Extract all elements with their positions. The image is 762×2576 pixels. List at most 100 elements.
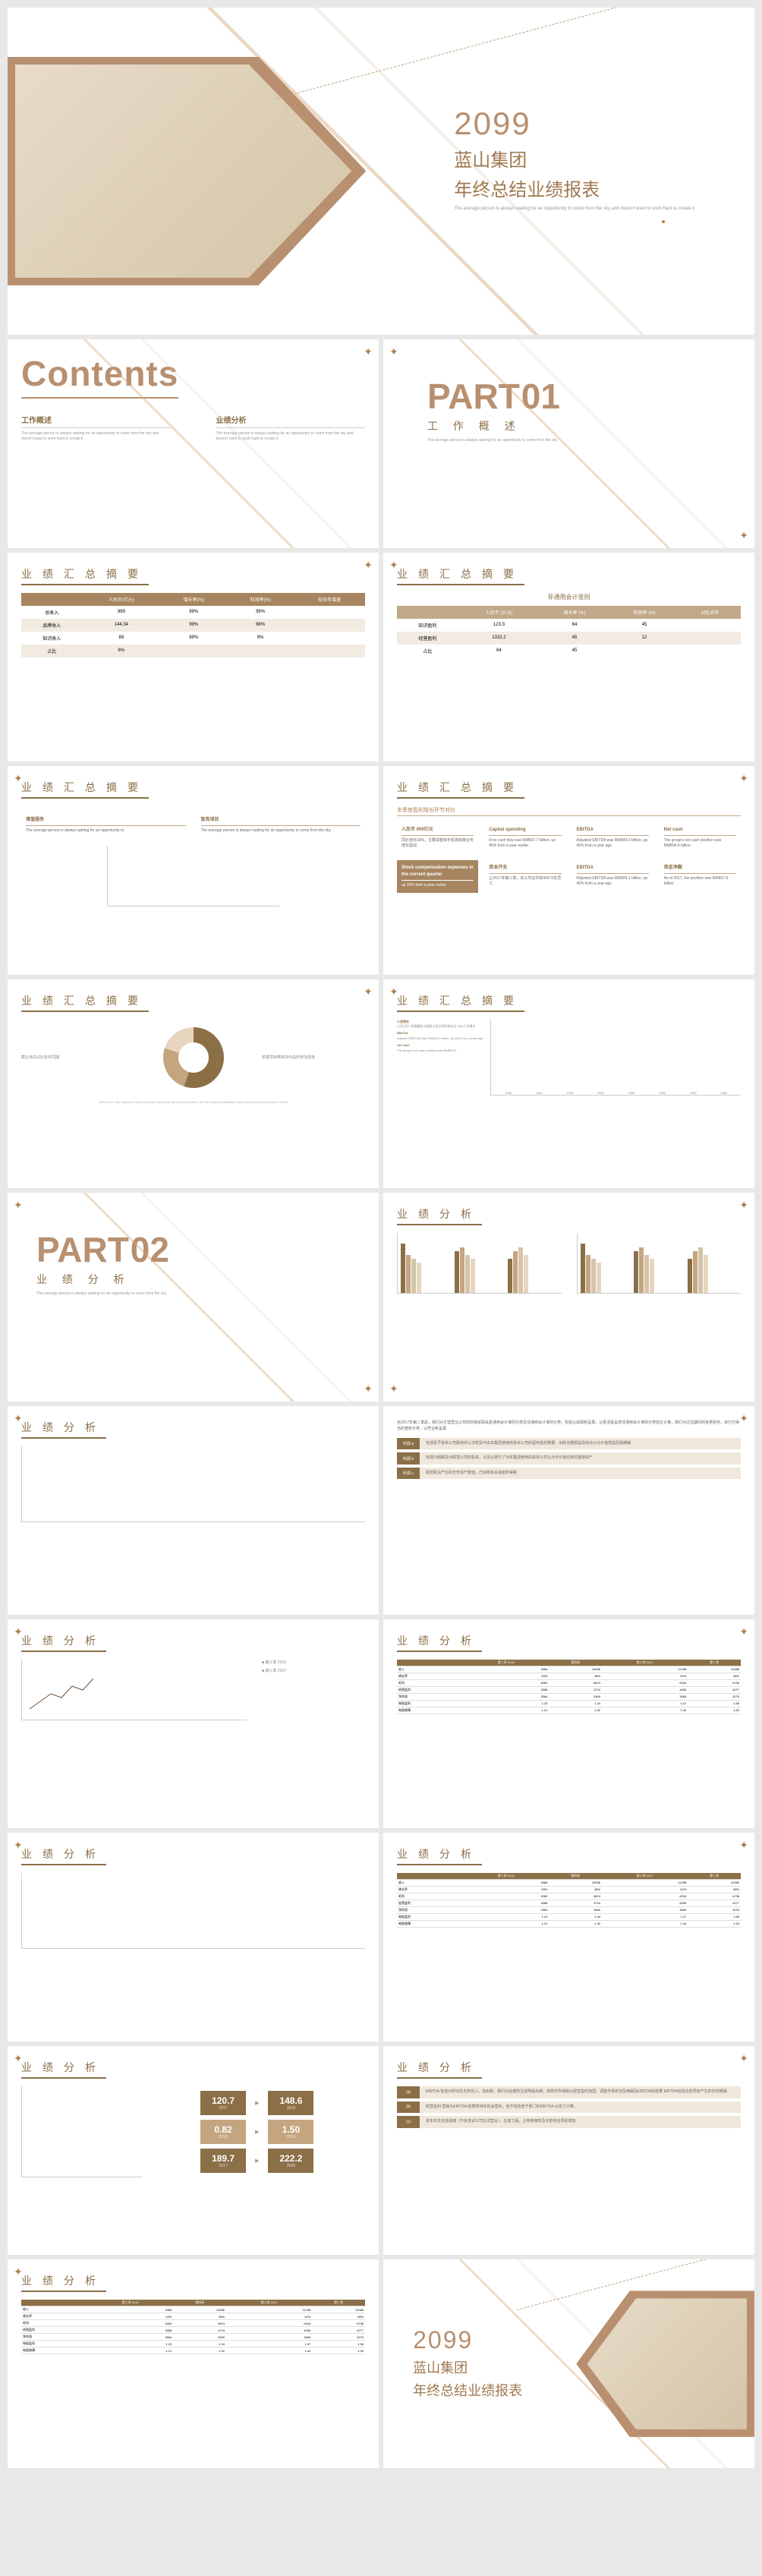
cover-title: 年终总结业绩报表	[454, 175, 694, 201]
slide-analysis-grouped: ✦ ✦ 业绩分析	[383, 1193, 754, 1402]
right-heading: 智库项目	[201, 817, 361, 826]
bar-chart-years: 19361940194519501955196019651980	[490, 1020, 741, 1096]
section-title: 业绩分析	[397, 1633, 482, 1652]
slide-quarter-boxes: ✦ 业绩汇总摘要 本季度盈利增长环节对比 人民币 999亿元同比增长33%，主要…	[383, 766, 754, 975]
star-icon: ✦	[739, 1839, 748, 1852]
slide-fine-table-2: ✦ 业绩分析 第三季 2016第四季第二季 2017第三季收入946810536…	[383, 1833, 754, 2042]
star-icon: ✦	[364, 559, 373, 572]
slide-big-bars: ✦ 业绩汇总摘要 人员增长公司1月人员增幅较大展现工资之间的增长点 15%人员增…	[383, 979, 754, 1188]
contents-heading: Contents	[21, 353, 178, 399]
section-title: 业绩汇总摘要	[397, 780, 524, 799]
part-subtitle: 工 作 概 述	[427, 418, 741, 434]
star-icon: ✦	[739, 1625, 748, 1638]
slide-highlights: ✦ 业绩分析 120.72017▶148.620190.822018▶1.502…	[8, 2046, 379, 2255]
right-desc: The average person is always waiting for…	[201, 828, 361, 834]
section-title: 业绩汇总摘要	[21, 993, 149, 1012]
part-number: 01	[521, 377, 560, 416]
fine-table-2: 第三季 2016第四季第二季 2017第三季收入9468105361129812…	[397, 1873, 741, 1928]
bar-chart-two	[107, 846, 279, 906]
section-title: 业绩汇总摘要	[21, 566, 149, 585]
star-icon: ✦	[739, 1412, 748, 1425]
slide-table-summary-1: ✦ 业绩汇总摘要 人民币(亿元)增长率(%)利润率(%)较去年增速 总收入999…	[8, 553, 379, 761]
slide-notes: ✦ 自2017年第二季起，我们对主营营业公司的财报采取采素通用会计准则分类及非通…	[383, 1406, 754, 1615]
slide-tall-bars: ✦ 业绩分析	[8, 1406, 379, 1615]
fine-table-1: 第三季 2016第四季第二季 2017第三季收入9468105361129812…	[397, 1660, 741, 1714]
star-icon: ✦	[389, 559, 398, 572]
section-title: 业绩分析	[21, 1420, 106, 1439]
slide-fine-table-1: ✦ 业绩分析 第三季 2016第四季第二季 2017第三季收入946810536…	[383, 1619, 754, 1828]
contents-desc-1: The average person is always waiting for…	[21, 431, 171, 443]
star-icon: ✦	[14, 1199, 23, 1212]
quarter-title: 本季度盈利增长环节对比	[397, 806, 741, 816]
slide-ebitda-notes: ✦ 业绩分析 (a)EBITDA 包括对折旧及无形收入。但由税，我们对此做附注说…	[383, 2046, 754, 2255]
thin-bar-chart	[21, 1873, 365, 1949]
cover-arrow-graphic	[8, 57, 366, 285]
grouped-chart-a	[397, 1233, 562, 1294]
section-title: 业绩分析	[21, 2060, 106, 2079]
star-icon: ✦	[14, 1625, 23, 1638]
closing-arrow-graphic	[576, 2291, 754, 2437]
slide-combo-chart: ✦ 业绩分析 ■ 第三季 2016 ■ 第三季 2017	[8, 1619, 379, 1828]
section-title: 业绩分析	[21, 1846, 106, 1865]
section-title: 业绩分析	[397, 1846, 482, 1865]
star-icon: ✦	[739, 529, 748, 542]
star-icon: ✦	[739, 2052, 748, 2065]
contents-item-1: 工作概述	[21, 414, 171, 428]
star-icon: ✦	[14, 2265, 23, 2278]
left-heading: 增值服务	[26, 817, 186, 826]
ending-title: 年终总结业绩报表	[413, 2380, 522, 2400]
star-icon: ✦	[14, 772, 23, 785]
section-title: 业绩分析	[21, 2273, 106, 2292]
section-title: 业绩分析	[21, 1633, 106, 1652]
summary-table-1: 人民币(亿元)增长率(%)利润率(%)较去年增速 总收入99999%99%品牌收…	[21, 593, 365, 666]
pie-caption: Since 2017, the number of new customers …	[21, 1100, 365, 1104]
cover-year: 2099	[454, 106, 694, 142]
section-title: 业绩分析	[397, 2060, 482, 2079]
star-icon: ✦	[14, 1412, 23, 1425]
slide-pie: ✦ 业绩汇总摘要 截止目前占比去年同期 拓展项目带来28%盈利增加星级 Sinc…	[8, 979, 379, 1188]
slide-fine-table-3: ✦ 业绩分析 第三季 2016第四季第二季 2017第三季收入946810536…	[8, 2259, 379, 2468]
highlight-bars	[21, 2086, 142, 2177]
tall-bar-chart	[21, 1446, 365, 1522]
star-icon: ✦	[364, 985, 373, 998]
star-icon: ✦	[389, 985, 398, 998]
section-title: 业绩汇总摘要	[21, 780, 149, 799]
ending-year: 2099	[413, 2326, 522, 2354]
section-title: 业绩汇总摘要	[397, 566, 524, 585]
star-icon: ✦	[739, 772, 748, 785]
star-icon: ✦	[389, 1383, 398, 1395]
ending-company: 蓝山集团	[413, 2357, 522, 2377]
summary-table-2: 人民币 (亿元)增长率 (%)利润率 (%)对比去年 知识盈利123.36445…	[397, 606, 741, 666]
slide-cover: 2099 蓝山集团 年终总结业绩报表 The average person is…	[8, 8, 754, 335]
part-label: PART	[427, 377, 520, 416]
part-number: 02	[131, 1230, 169, 1269]
section-title: 业绩汇总摘要	[397, 993, 524, 1012]
slide-contents: ✦ Contents 工作概述 The average person is al…	[8, 339, 379, 548]
slide-part-01: ✦ ✦ PART 01 工 作 概 述 The average person i…	[383, 339, 754, 548]
part-desc: The average person is always waiting for…	[427, 438, 741, 443]
slide-thin-bars: ✦ 业绩分析	[8, 1833, 379, 2042]
grouped-chart-b	[577, 1233, 742, 1294]
slide-part-02: ✦ ✦ PART 02 业 绩 分 析 The average person i…	[8, 1193, 379, 1402]
star-icon: ✦	[14, 2052, 23, 2065]
left-desc: The average person is always waiting for…	[26, 828, 186, 834]
star-icon: ✦	[364, 1383, 373, 1395]
star-icon: ✦	[364, 345, 373, 358]
slide-ending: 2099 蓝山集团 年终总结业绩报表	[383, 2259, 754, 2468]
combo-bar-line-chart	[21, 1660, 247, 1720]
notes-intro: 自2017年第二季起，我们对主营营业公司的财报采取采素通用会计准则分类及非通用会…	[397, 1420, 741, 1432]
pie-chart	[163, 1027, 224, 1088]
slide-table-summary-2: ✦ 业绩汇总摘要 非通用会计准则 人民币 (亿元)增长率 (%)利润率 (%)对…	[383, 553, 754, 761]
cover-subtitle: The average person is always waiting for…	[454, 206, 694, 212]
part-subtitle: 业 绩 分 析	[36, 1272, 365, 1287]
pie-label-1: 截止目前占比去年同期	[21, 1055, 124, 1060]
part-label: PART	[36, 1230, 129, 1269]
contents-desc-2: The average person is always waiting for…	[216, 431, 366, 443]
pie-label-2: 拓展项目带来28%盈利增加星级	[262, 1055, 365, 1060]
star-icon: ✦	[389, 345, 398, 358]
star-icon: ✦	[14, 1839, 23, 1852]
part-desc: The average person is always waiting for…	[36, 1291, 365, 1296]
cover-company: 蓝山集团	[454, 145, 694, 172]
table-caption: 非通用会计准则	[397, 593, 741, 601]
fine-table-3: 第三季 2016第四季第二季 2017第三季收入9468105361129812…	[21, 2300, 365, 2354]
